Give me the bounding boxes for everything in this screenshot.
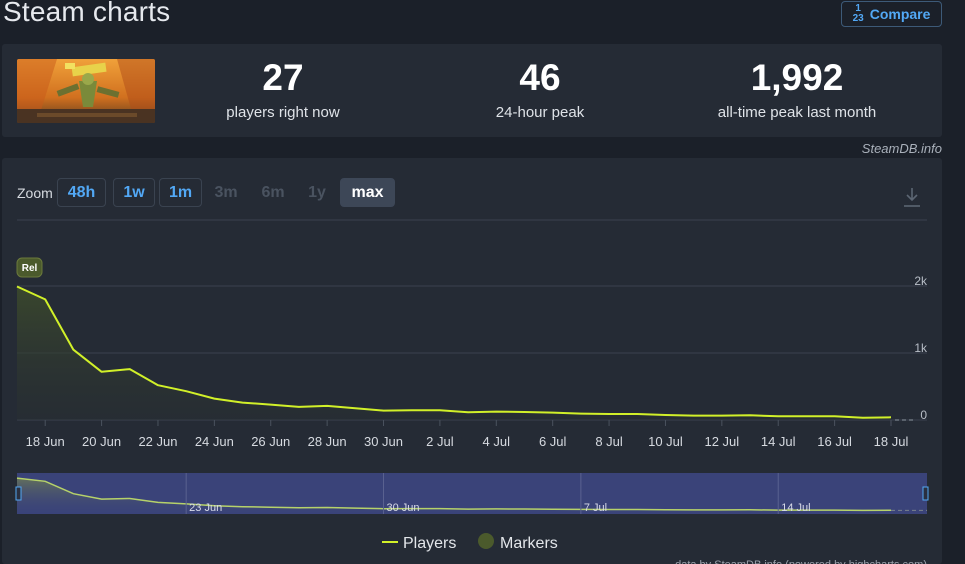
stat-all-time-peak: 1,992 all-time peak last month — [702, 57, 892, 122]
navigator-label: 7 Jul — [584, 502, 607, 514]
zoom-button-1m[interactable]: 1m — [159, 178, 202, 207]
zoom-button-6m[interactable]: 6m — [261, 183, 285, 201]
x-tick-label: 6 Jul — [539, 434, 567, 449]
navigator-handle-left[interactable] — [15, 486, 22, 501]
x-tick-label: 26 Jun — [251, 434, 290, 449]
x-tick-label: 20 Jun — [82, 434, 121, 449]
navigator-area — [17, 478, 891, 514]
stat-label: players right now — [226, 104, 340, 121]
x-tick-label: 14 Jul — [761, 434, 796, 449]
zoom-button-1w[interactable]: 1w — [113, 178, 155, 207]
legend-markers-label[interactable]: Markers — [500, 535, 558, 552]
page-title: Steam charts — [3, 0, 171, 27]
stat-value: 46 — [519, 57, 561, 98]
y-tick-label: 2k — [914, 274, 928, 288]
x-tick-label: 22 Jun — [138, 434, 177, 449]
navigator-label: 23 Jun — [189, 502, 222, 514]
stat-24h-peak: 46 24-hour peak — [470, 57, 610, 122]
compare-icon: 1 23 — [852, 3, 864, 24]
x-tick-label: 8 Jul — [595, 434, 623, 449]
x-tick-label: 2 Jul — [426, 434, 454, 449]
players-series-line[interactable] — [16, 285, 892, 419]
zoom-label: Zoom — [17, 185, 53, 201]
navigator-handle-right[interactable] — [922, 486, 929, 501]
x-tick-label: 28 Jun — [308, 434, 347, 449]
y-tick-label: 0 — [920, 408, 927, 422]
stat-label: 24-hour peak — [495, 104, 585, 121]
x-tick-label: 12 Jul — [704, 434, 739, 449]
zoom-button-1y[interactable]: 1y — [308, 183, 326, 201]
navigator-line — [16, 477, 892, 512]
compare-label: Compare — [869, 6, 931, 22]
x-tick-label: 4 Jul — [483, 434, 511, 449]
navigator-label: 14 Jul — [781, 502, 810, 514]
navigator-selection[interactable] — [17, 473, 927, 514]
compare-button[interactable]: 1 23 Compare — [841, 1, 942, 27]
x-tick-label: 16 Jul — [817, 434, 852, 449]
chart-credits[interactable]: data by SteamDB.info (powered by highcha… — [675, 559, 927, 564]
x-tick-label: 24 Jun — [195, 434, 234, 449]
x-tick-label: 18 Jun — [26, 434, 65, 449]
release-marker-label: Rel — [22, 263, 38, 274]
legend-markers-swatch[interactable] — [478, 533, 494, 549]
players-area — [17, 286, 891, 420]
game-capsule-image[interactable] — [17, 59, 155, 123]
release-marker-badge[interactable] — [16, 257, 43, 278]
stat-value: 1,992 — [750, 57, 844, 98]
x-tick-label: 18 Jul — [874, 434, 909, 449]
steamdb-attribution[interactable]: SteamDB.info — [861, 141, 942, 156]
download-icon[interactable] — [902, 186, 922, 208]
zoom-button-48h[interactable]: 48h — [57, 178, 106, 207]
stat-players-now: 27 players right now — [202, 57, 364, 122]
legend-players-label[interactable]: Players — [403, 535, 456, 552]
x-tick-label: 10 Jul — [648, 434, 683, 449]
x-tick-label: 30 Jun — [364, 434, 403, 449]
zoom-button-3m[interactable]: 3m — [214, 183, 238, 201]
y-tick-label: 1k — [914, 341, 928, 355]
stat-value: 27 — [262, 57, 304, 98]
player-count-chart[interactable]: 0 1k 2k 18 Jun 20 Jun 22 Jun 24 Jun 26 Jun 28 J… — [2, 158, 942, 564]
zoom-button-max[interactable]: max — [340, 178, 395, 207]
navigator-label: 30 Jun — [387, 502, 420, 514]
stat-label: all-time peak last month — [717, 104, 877, 121]
stats-panel: 27 players right now 46 24-hour peak 1,9… — [2, 44, 942, 137]
chart-panel: Zoom 48h 1w 1m 3m 6m 1y max 0 1k 2k 18 Jun… — [2, 158, 942, 564]
